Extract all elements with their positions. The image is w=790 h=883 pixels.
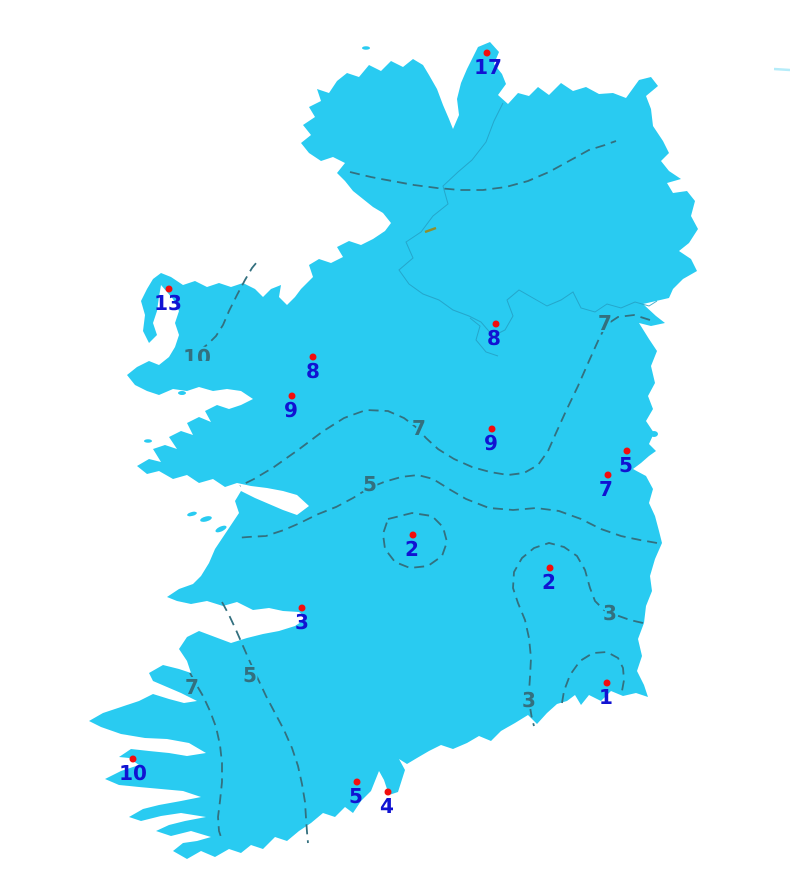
isoline-label-7-midlands: 7 (412, 416, 426, 440)
aran-island-1 (187, 511, 197, 517)
clew-bay-island (178, 391, 186, 395)
station-marker-north: 17 (474, 49, 502, 79)
station-value: 10 (119, 761, 147, 785)
isoline-3-southeast (512, 542, 644, 727)
station-marker-south-1: 5 (349, 778, 363, 808)
station-marker-southwest-coast: 10 (119, 755, 147, 785)
station-marker-south-2: 4 (380, 788, 394, 818)
station-value: 9 (484, 431, 498, 455)
station-dot (409, 531, 417, 539)
weather-stations: 17 13 8 9 8 9 5 7 (119, 49, 633, 818)
isoline-5-main (235, 474, 658, 544)
station-dot (165, 285, 173, 293)
station-marker-northwest: 13 (154, 285, 182, 315)
station-marker-midwest: 3 (295, 604, 309, 634)
station-dot (492, 320, 500, 328)
county-border-spur (469, 317, 499, 357)
isoline-labels: 10 7 7 5 3 3 5 7 (181, 309, 619, 714)
station-value: 8 (306, 359, 320, 383)
isolines (189, 140, 658, 844)
station-value: 5 (349, 784, 363, 808)
station-marker-center: 2 (405, 531, 419, 561)
isoline-label-7-southwest: 7 (185, 675, 199, 699)
isoline-label-7-east: 7 (598, 311, 612, 335)
station-marker-southeast-inland: 2 (542, 564, 556, 594)
station-value: 7 (599, 477, 613, 501)
faint-coast-fragment (773, 67, 790, 72)
isoline-label-10: 10 (183, 345, 211, 369)
station-dot (483, 49, 491, 57)
station-value: 13 (154, 291, 182, 315)
station-marker-east-1: 5 (619, 447, 633, 477)
isoline-7-southwest (189, 672, 223, 841)
station-dot (604, 471, 612, 479)
isoline-label-3-south: 3 (522, 688, 536, 712)
station-marker-west-2: 9 (284, 392, 298, 422)
isoline-5-southwest (221, 601, 309, 844)
station-dot (309, 353, 317, 361)
isoline-10-west (198, 261, 258, 352)
isoline-label-5-southwest: 5 (243, 663, 257, 687)
ireland-landmass (89, 42, 698, 859)
station-value: 5 (619, 453, 633, 477)
station-marker-northcentral: 8 (487, 320, 501, 350)
isoline-2-closed-loop (382, 512, 448, 569)
station-dot (603, 679, 611, 687)
station-value: 4 (380, 794, 394, 818)
station-value: 2 (405, 537, 419, 561)
isoline-7-main (239, 314, 651, 487)
station-value: 17 (474, 55, 502, 79)
isoline-label-3-east: 3 (603, 601, 617, 625)
isoline-label-5-midlands: 5 (363, 472, 377, 496)
tory-island (362, 46, 370, 50)
station-dot (546, 564, 554, 572)
station-marker-midlands: 9 (484, 425, 498, 455)
aran-island-3 (215, 525, 227, 533)
inner-border-line (398, 102, 658, 337)
isoline-10-north-arc (349, 140, 617, 191)
station-dot (384, 788, 392, 796)
station-dot (129, 755, 137, 763)
isoline-1-loop (561, 651, 625, 704)
station-value: 8 (487, 326, 501, 350)
east-coast-island (650, 431, 658, 437)
station-marker-east-2: 7 (599, 471, 613, 501)
station-value: 1 (599, 685, 613, 709)
station-marker-southeast-coast: 1 (599, 679, 613, 709)
station-value: 3 (295, 610, 309, 634)
station-dot (353, 778, 361, 786)
station-value: 9 (284, 398, 298, 422)
station-value: 2 (542, 570, 556, 594)
station-marker-west-1: 8 (306, 353, 320, 383)
station-dot (488, 425, 496, 433)
station-dot (623, 447, 631, 455)
offshore-islands (144, 46, 658, 533)
connemara-island (144, 439, 152, 443)
aran-island-2 (200, 516, 212, 522)
station-dot (288, 392, 296, 400)
station-dot (298, 604, 306, 612)
olive-mark-artifact (424, 226, 437, 234)
